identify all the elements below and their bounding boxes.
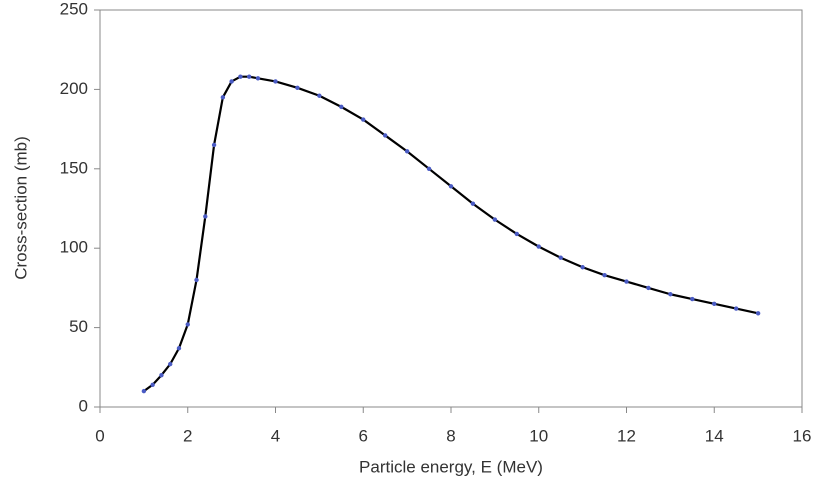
marker: [141, 388, 147, 394]
y-tick-label: 200: [60, 79, 88, 98]
marker: [229, 79, 234, 84]
marker: [755, 311, 761, 316]
marker: [668, 292, 673, 297]
y-tick-label: 0: [79, 396, 88, 415]
marker: [273, 79, 278, 84]
x-tick-label: 0: [95, 426, 104, 445]
marker: [185, 322, 190, 327]
marker: [580, 265, 585, 270]
y-tick-label: 50: [69, 317, 88, 336]
marker: [448, 184, 454, 189]
marker: [159, 373, 164, 378]
x-tick-label: 14: [705, 426, 724, 445]
marker: [624, 279, 629, 284]
x-tick-label: 16: [793, 426, 812, 445]
x-tick-label: 8: [446, 426, 455, 445]
y-tick-label: 250: [60, 0, 88, 18]
x-tick-label: 2: [183, 426, 192, 445]
marker: [203, 214, 208, 219]
x-tick-label: 10: [529, 426, 548, 445]
y-axis-label: Cross-section (mb): [11, 136, 30, 280]
x-tick-label: 12: [617, 426, 636, 445]
marker: [361, 117, 366, 122]
marker: [536, 244, 541, 249]
marker: [514, 231, 520, 237]
x-tick-label: 4: [271, 426, 280, 445]
marker: [646, 285, 651, 291]
x-axis-label: Particle energy, E (MeV): [359, 457, 543, 476]
marker: [690, 296, 695, 302]
marker: [168, 361, 173, 367]
marker: [317, 93, 322, 98]
marker: [404, 149, 410, 154]
marker: [470, 201, 476, 206]
marker: [339, 104, 344, 110]
marker: [246, 74, 252, 79]
marker: [712, 301, 717, 306]
marker: [295, 85, 300, 91]
marker: [255, 76, 261, 81]
marker: [733, 306, 739, 311]
marker: [492, 217, 498, 222]
y-tick-label: 150: [60, 158, 88, 177]
marker: [426, 166, 432, 171]
marker: [558, 255, 563, 260]
marker: [602, 272, 607, 278]
marker: [238, 74, 243, 79]
x-tick-label: 6: [359, 426, 368, 445]
line: [143, 75, 759, 393]
y-tick-label: 100: [60, 238, 88, 257]
marker: [194, 277, 199, 283]
marker: [220, 95, 226, 100]
marker: [176, 346, 182, 351]
marker: [382, 133, 388, 138]
marker: [211, 142, 217, 148]
marker: [150, 382, 155, 387]
